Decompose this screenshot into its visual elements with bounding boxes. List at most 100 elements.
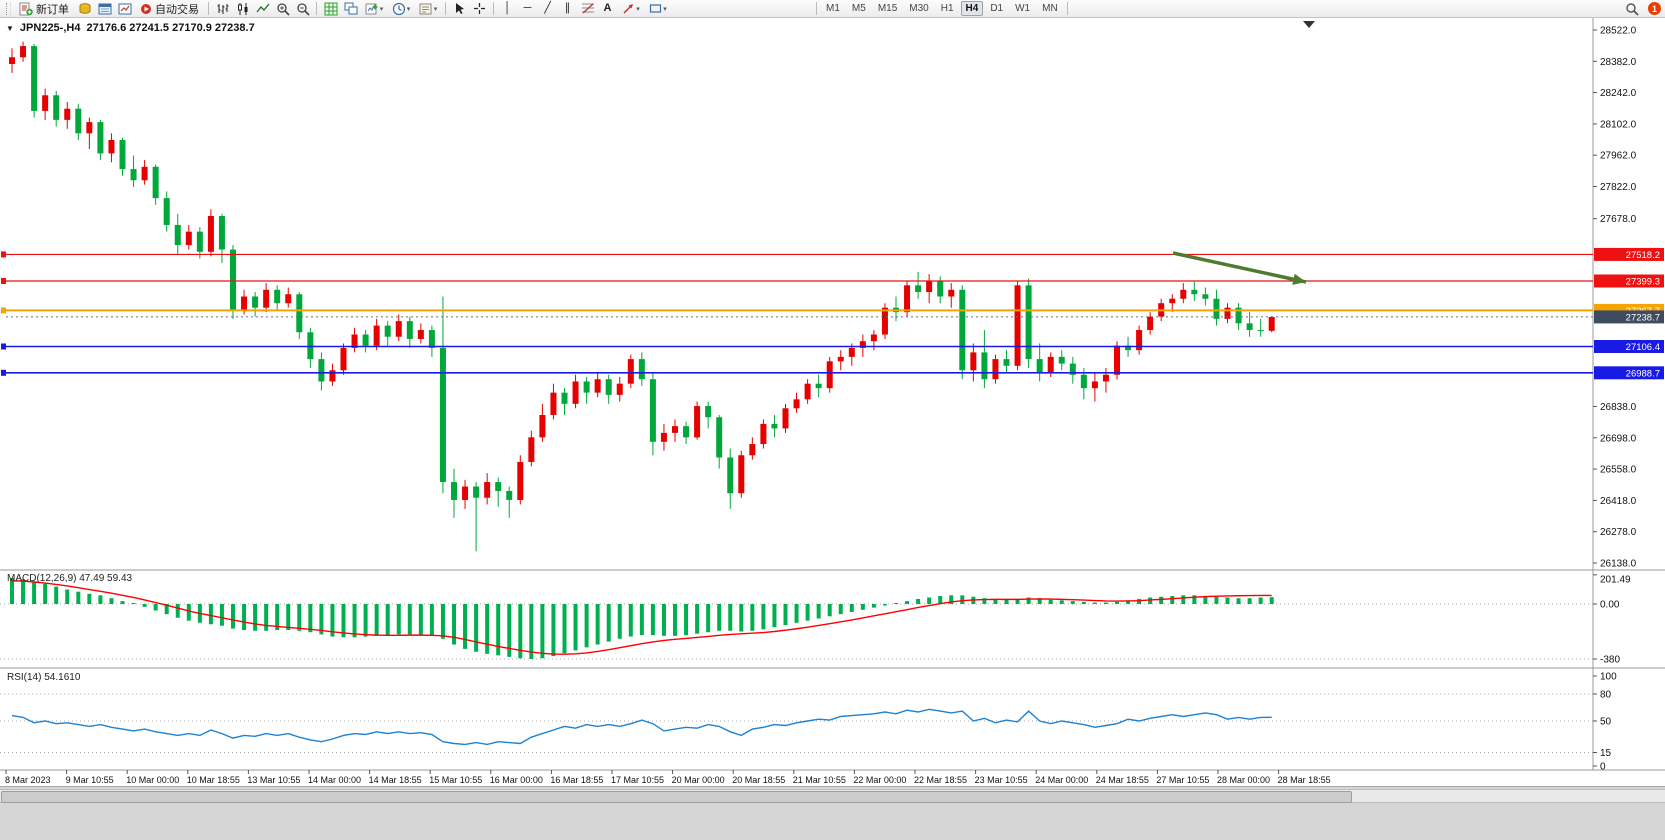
price-level-tag-label: 27399.3 xyxy=(1626,277,1660,288)
tile-windows-button[interactable] xyxy=(341,1,360,17)
timeframe-button-m1[interactable]: M1 xyxy=(821,1,845,16)
navigator-button[interactable] xyxy=(115,1,134,17)
timeframe-button-h4[interactable]: H4 xyxy=(960,1,984,16)
price-axis-tick-label: 27962.0 xyxy=(1600,151,1637,162)
candle-body-up xyxy=(992,359,999,380)
price-axis-tick-label: 28382.0 xyxy=(1600,57,1637,68)
new-order-button[interactable]: 新订单 xyxy=(14,1,74,17)
price-level-tag xyxy=(1594,339,1664,353)
arrows-tool-button[interactable]: ▾ xyxy=(618,1,644,17)
period-button[interactable]: ▾ xyxy=(388,1,414,17)
horizontal-scrollbar-thumb[interactable] xyxy=(1,791,1352,803)
auto-trading-button[interactable]: 自动交易 xyxy=(135,1,204,17)
chart-shift-marker[interactable] xyxy=(1303,21,1315,28)
macd-axis-tick-label: -380 xyxy=(1600,655,1620,666)
auto-trading-icon xyxy=(140,3,152,15)
data-window-button[interactable] xyxy=(95,1,114,17)
notification-badge[interactable]: 1 xyxy=(1648,2,1661,15)
channel-tool-button[interactable]: ∥ xyxy=(558,1,577,17)
zoom-out-button[interactable] xyxy=(293,1,312,17)
search-button[interactable] xyxy=(1622,1,1641,17)
candle-body-up xyxy=(870,334,877,342)
candle-body-up xyxy=(528,437,535,462)
chart-background xyxy=(0,18,1665,770)
candle-body-down xyxy=(1125,345,1132,351)
candlestick-chart-button[interactable] xyxy=(233,1,252,17)
candle-body-up xyxy=(694,406,701,438)
timeframe-button-w1[interactable]: W1 xyxy=(1010,1,1035,16)
rsi-indicator-label: RSI(14) 54.1610 xyxy=(7,672,81,683)
one-click-trading-arrow[interactable]: ▼ xyxy=(6,23,14,33)
candle-body-down xyxy=(1235,307,1242,324)
timeframe-button-mn[interactable]: MN xyxy=(1037,1,1063,16)
candle-body-down xyxy=(915,285,922,293)
hline-tool-button[interactable]: ─ xyxy=(518,1,537,17)
timeframe-button-m30[interactable]: M30 xyxy=(904,1,933,16)
price-axis-tick-label: 27678.0 xyxy=(1600,214,1637,225)
candle-body-up xyxy=(760,423,767,445)
zoom-in-icon xyxy=(276,2,290,16)
price-level-left-marker xyxy=(1,278,6,285)
candle-body-down xyxy=(771,423,778,429)
chart-window[interactable]: 28522.0 28382.0 28242.0 28102.0 27962.0 27822… xyxy=(0,18,1665,786)
bottom-strip xyxy=(0,786,1665,840)
price-axis-tick-label: 28522.0 xyxy=(1600,26,1637,37)
toolbar-separator xyxy=(1066,2,1068,15)
candle-body-up xyxy=(826,361,833,389)
trendline-tool-button[interactable]: ╱ xyxy=(538,1,557,17)
candle-body-up xyxy=(1224,307,1231,319)
rsi-axis-tick-label: 100 xyxy=(1600,672,1617,683)
fibonacci-tool-button[interactable] xyxy=(578,1,597,17)
candle-body-up xyxy=(926,280,933,293)
timeframe-button-h1[interactable]: H1 xyxy=(936,1,959,16)
toolbar-separator xyxy=(445,2,446,15)
candle-body-up xyxy=(627,359,634,384)
timeframe-button-m5[interactable]: M5 xyxy=(847,1,871,16)
template-icon xyxy=(419,2,433,16)
trend-arrow[interactable] xyxy=(1172,251,1307,284)
toolbar-grip[interactable] xyxy=(6,2,11,15)
chart-canvas[interactable]: 28522.0 28382.0 28242.0 28102.0 27962.0 27822… xyxy=(0,18,1665,786)
candle-body-down xyxy=(1003,359,1010,366)
text-tool-button[interactable]: A xyxy=(598,1,617,17)
candle-body-up xyxy=(881,307,888,335)
candle-body-up xyxy=(572,381,579,404)
candle-body-down xyxy=(649,379,656,442)
indicators-button[interactable] xyxy=(321,1,340,17)
candle-body-down xyxy=(495,482,502,492)
candle-body-down xyxy=(152,166,159,199)
fibonacci-icon xyxy=(581,2,595,15)
candle-body-up xyxy=(1147,316,1154,331)
candle-body-up xyxy=(141,166,148,181)
crosshair-tool-button[interactable] xyxy=(470,1,489,17)
zoom-in-button[interactable] xyxy=(273,1,292,17)
candle-body-up xyxy=(1268,316,1275,331)
cursor-tool-button[interactable] xyxy=(450,1,469,17)
timeframe-button-d1[interactable]: D1 xyxy=(985,1,1008,16)
candle-body-up xyxy=(263,289,270,308)
candle-body-down xyxy=(451,482,457,500)
template-button[interactable]: ▾ xyxy=(415,1,441,17)
timeframe-button-m15[interactable]: M15 xyxy=(873,1,902,16)
vline-tool-button[interactable]: │ xyxy=(498,1,517,17)
candle-body-up xyxy=(329,370,336,382)
market-watch-button[interactable] xyxy=(75,1,94,17)
horizontal-scrollbar[interactable] xyxy=(0,789,1665,803)
candle-body-down xyxy=(75,108,82,134)
candle-body-down xyxy=(362,334,369,346)
line-chart-button[interactable] xyxy=(253,1,272,17)
candle-body-up xyxy=(1136,330,1143,351)
candle-body-up xyxy=(241,296,248,310)
candle-body-up xyxy=(660,432,667,442)
tile-windows-icon xyxy=(344,2,358,16)
candle-body-up xyxy=(9,57,15,64)
candle-body-up xyxy=(351,334,358,348)
time-axis-label: 8 Mar 2023 xyxy=(5,775,51,785)
candle-body-down xyxy=(1058,356,1065,364)
new-chart-button[interactable]: ▾ xyxy=(361,1,387,17)
candle-body-up xyxy=(42,95,49,111)
shapes-tool-button[interactable]: ▾ xyxy=(645,1,671,17)
trendline-icon: ╱ xyxy=(544,2,551,14)
candle-body-down xyxy=(1202,294,1209,299)
bar-chart-button[interactable] xyxy=(213,1,232,17)
